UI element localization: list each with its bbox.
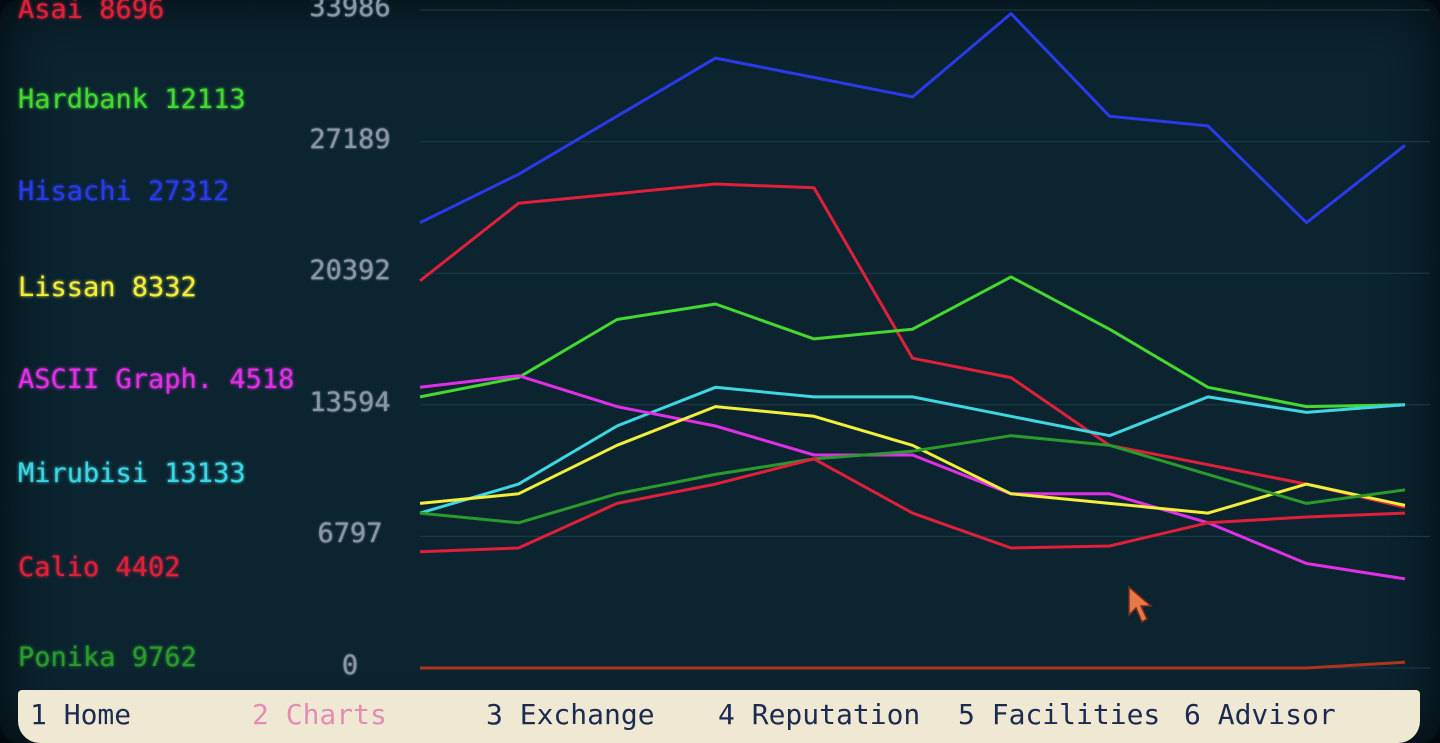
series-line-5: [419, 405, 1406, 515]
y-tick-label: 27189: [309, 123, 391, 155]
company-legend: Asai 8696 Hardbank 12113 Hisachi 27312 Liss…: [0, 0, 310, 690]
legend-company-1: Hardbank 12113: [18, 84, 246, 115]
series-line-1: [419, 182, 1406, 509]
menu-exchange[interactable]: 3 Exchange: [486, 698, 655, 731]
y-tick-label: 0: [341, 650, 359, 681]
menu-advisor[interactable]: 6 Advisor: [1184, 698, 1336, 731]
legend-company-4: ASCII Graph. 4518: [18, 364, 295, 395]
menu-reputation[interactable]: 4 Reputation: [718, 698, 921, 731]
menu-bar: 1 Home 2 Charts 3 Exchange 4 Reputation 5 Fa…: [18, 690, 1420, 743]
legend-company-5: Mirubisi 13133: [18, 458, 246, 489]
series-line-2: [419, 275, 1406, 409]
menu-home[interactable]: 1 Home: [30, 698, 132, 731]
series-line-7: [419, 457, 1406, 554]
legend-company-2: Hisachi 27312: [18, 176, 230, 207]
legend-company-0: Asai 8696: [18, 0, 165, 25]
legend-company-6: Calio 4402: [18, 552, 181, 583]
legend-company-3: Lissan 8332: [18, 272, 197, 303]
y-tick-label: 6797: [317, 518, 383, 550]
series-line-0: [419, 12, 1406, 225]
menu-charts[interactable]: 2 Charts: [252, 698, 387, 731]
mouse-pointer-icon: [1128, 585, 1153, 624]
y-tick-label: 33986: [309, 0, 391, 23]
menu-facilities[interactable]: 5 Facilities: [958, 698, 1161, 731]
y-tick-label: 13594: [309, 386, 391, 418]
series-line-4: [419, 374, 1406, 581]
series-line-3: [419, 385, 1406, 515]
y-tick-label: 20392: [309, 255, 391, 287]
series-line-8: [420, 660, 1406, 670]
legend-company-7: Ponika 9762: [18, 642, 197, 673]
series-line-6: [419, 434, 1406, 525]
stock-chart: [419, 9, 1430, 670]
